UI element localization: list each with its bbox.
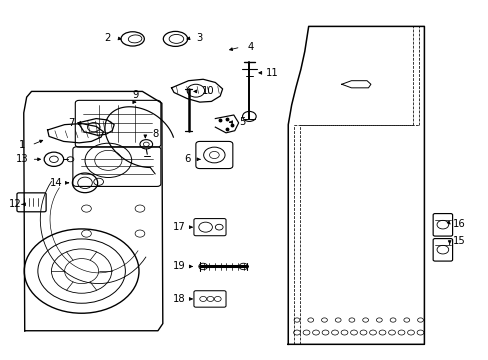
Text: 7: 7 <box>68 118 74 128</box>
Text: 14: 14 <box>49 178 62 188</box>
Text: 18: 18 <box>172 294 185 304</box>
Text: 19: 19 <box>172 261 185 271</box>
Text: 17: 17 <box>172 222 185 232</box>
Text: 4: 4 <box>247 42 253 52</box>
Text: 6: 6 <box>183 154 190 164</box>
Text: 16: 16 <box>452 219 465 229</box>
Text: 11: 11 <box>266 68 279 78</box>
Text: 1: 1 <box>19 140 25 150</box>
Text: 15: 15 <box>452 237 465 247</box>
Text: 2: 2 <box>104 33 110 43</box>
Text: 3: 3 <box>196 33 203 43</box>
Text: 8: 8 <box>152 129 158 139</box>
Circle shape <box>199 263 207 270</box>
Text: 9: 9 <box>132 90 138 100</box>
Circle shape <box>239 263 247 270</box>
Text: 10: 10 <box>202 86 214 96</box>
Text: 13: 13 <box>16 154 28 164</box>
Text: 5: 5 <box>239 117 245 127</box>
Text: 12: 12 <box>9 199 21 209</box>
